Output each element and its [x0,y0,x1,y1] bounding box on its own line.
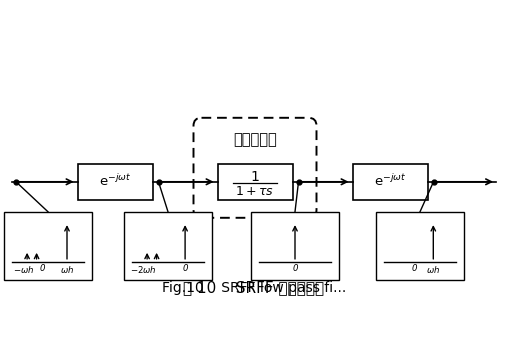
Text: 低通滤波器: 低通滤波器 [233,132,277,147]
Text: 1: 1 [250,170,260,184]
Text: $\mathrm{e}^{-j\omega t}$: $\mathrm{e}^{-j\omega t}$ [99,173,131,189]
Bar [78,164,152,200]
Bar [353,164,428,200]
Text: 0: 0 [292,264,298,273]
Text: 0: 0 [40,264,45,273]
Text: Fig.10    SRFF low pass fi...: Fig.10 SRFF low pass fi... [162,281,346,295]
Bar [4,212,92,280]
Bar [124,212,212,280]
Text: 图 10    SRFF 低通滤波器: 图 10 SRFF 低通滤波器 [183,280,325,295]
Text: $\omega h$: $\omega h$ [426,264,440,275]
Text: 0: 0 [182,264,188,273]
Text: $-2\omega h$: $-2\omega h$ [130,264,156,275]
Text: $1+\tau s$: $1+\tau s$ [236,185,274,198]
Text: $\omega h$: $\omega h$ [60,264,74,275]
Bar [251,212,339,280]
Text: $-\omega h$: $-\omega h$ [13,264,34,275]
Text: $\mathrm{e}^{-j\omega t}$: $\mathrm{e}^{-j\omega t}$ [374,173,406,189]
Bar [376,212,464,280]
Bar [217,164,293,200]
Text: 0: 0 [411,264,417,273]
